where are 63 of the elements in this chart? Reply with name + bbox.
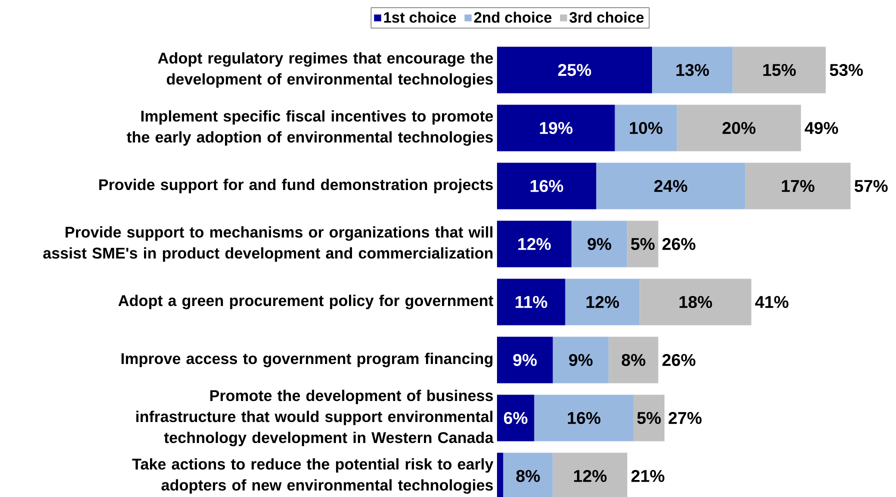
bar — [745, 162, 851, 210]
total-label: 57% — [854, 180, 888, 192]
total-label: 41% — [755, 296, 788, 308]
data-label: 17% — [782, 180, 814, 192]
data-label: 9% — [513, 354, 537, 366]
data-label: 8% — [622, 354, 646, 366]
total-label: 21% — [631, 470, 664, 482]
bar — [534, 394, 634, 442]
legend-label: 1st choice — [384, 12, 456, 23]
data-label: 5% — [631, 238, 655, 250]
data-label: 11% — [516, 296, 548, 308]
bar — [497, 220, 572, 268]
bar — [552, 336, 609, 384]
y-tick-label: Provide support to mechanisms or organizations that will assist SME's in product development and commercialization — [43, 226, 492, 262]
y-tick-label: Implement specific fiscal incentives to promote the early adoption of environmental technologies — [126, 110, 493, 146]
y-tick-label: Take actions to reduce the potential risk to early adopters of new environmental technologies — [132, 458, 494, 494]
data-label: 8% — [516, 470, 540, 482]
bar — [497, 46, 652, 94]
data-label: 12% — [574, 470, 607, 482]
data-label: 9% — [569, 354, 593, 366]
bar — [497, 278, 566, 326]
data-label: 24% — [654, 180, 688, 192]
bar — [596, 162, 746, 210]
bar — [633, 394, 664, 442]
y-tick-label: Adopt regulatory regimes that encourage the development of environmental technologies — [158, 52, 493, 88]
bar — [614, 104, 677, 152]
y-tick-label: Promote the development of business infrastructure that would support environmental technology development in Western Canada — [136, 390, 494, 446]
data-label: 9% — [588, 238, 612, 250]
data-label: 13% — [676, 64, 709, 76]
bar — [497, 162, 596, 210]
data-label: 16% — [530, 180, 564, 192]
total-label: 53% — [830, 64, 863, 76]
data-label: 25% — [558, 64, 592, 76]
bar — [565, 278, 640, 326]
bar — [676, 104, 801, 152]
bar — [627, 220, 658, 268]
data-label: 6% — [504, 412, 528, 424]
legend-label: 2nd choice — [474, 12, 552, 23]
data-label: 16% — [568, 412, 600, 424]
total-label: 26% — [662, 354, 696, 366]
bar — [608, 336, 658, 384]
data-label: 12% — [586, 296, 620, 308]
bar — [497, 104, 615, 152]
bar — [497, 336, 553, 384]
y-tick-label: Improve access to government program financing — [122, 352, 492, 368]
bar — [571, 220, 628, 268]
data-label: 10% — [630, 122, 662, 134]
data-label: 15% — [763, 64, 796, 76]
total-label: 49% — [804, 122, 838, 134]
bar — [640, 278, 752, 326]
bar — [497, 394, 534, 442]
y-tick-label: Adopt a green procurement policy for government — [118, 294, 494, 310]
data-label: 12% — [518, 238, 551, 250]
bar — [652, 46, 733, 94]
data-label: 5% — [637, 412, 661, 424]
bar — [732, 46, 826, 94]
legend-label: 3rd choice — [569, 12, 644, 23]
total-label: 27% — [668, 412, 702, 424]
total-label: 26% — [662, 238, 696, 250]
data-label: 18% — [680, 296, 712, 308]
y-tick-label: Provide support for and fund demonstration projects — [99, 178, 493, 194]
data-label: 20% — [722, 122, 756, 134]
data-label: 19% — [540, 122, 572, 134]
